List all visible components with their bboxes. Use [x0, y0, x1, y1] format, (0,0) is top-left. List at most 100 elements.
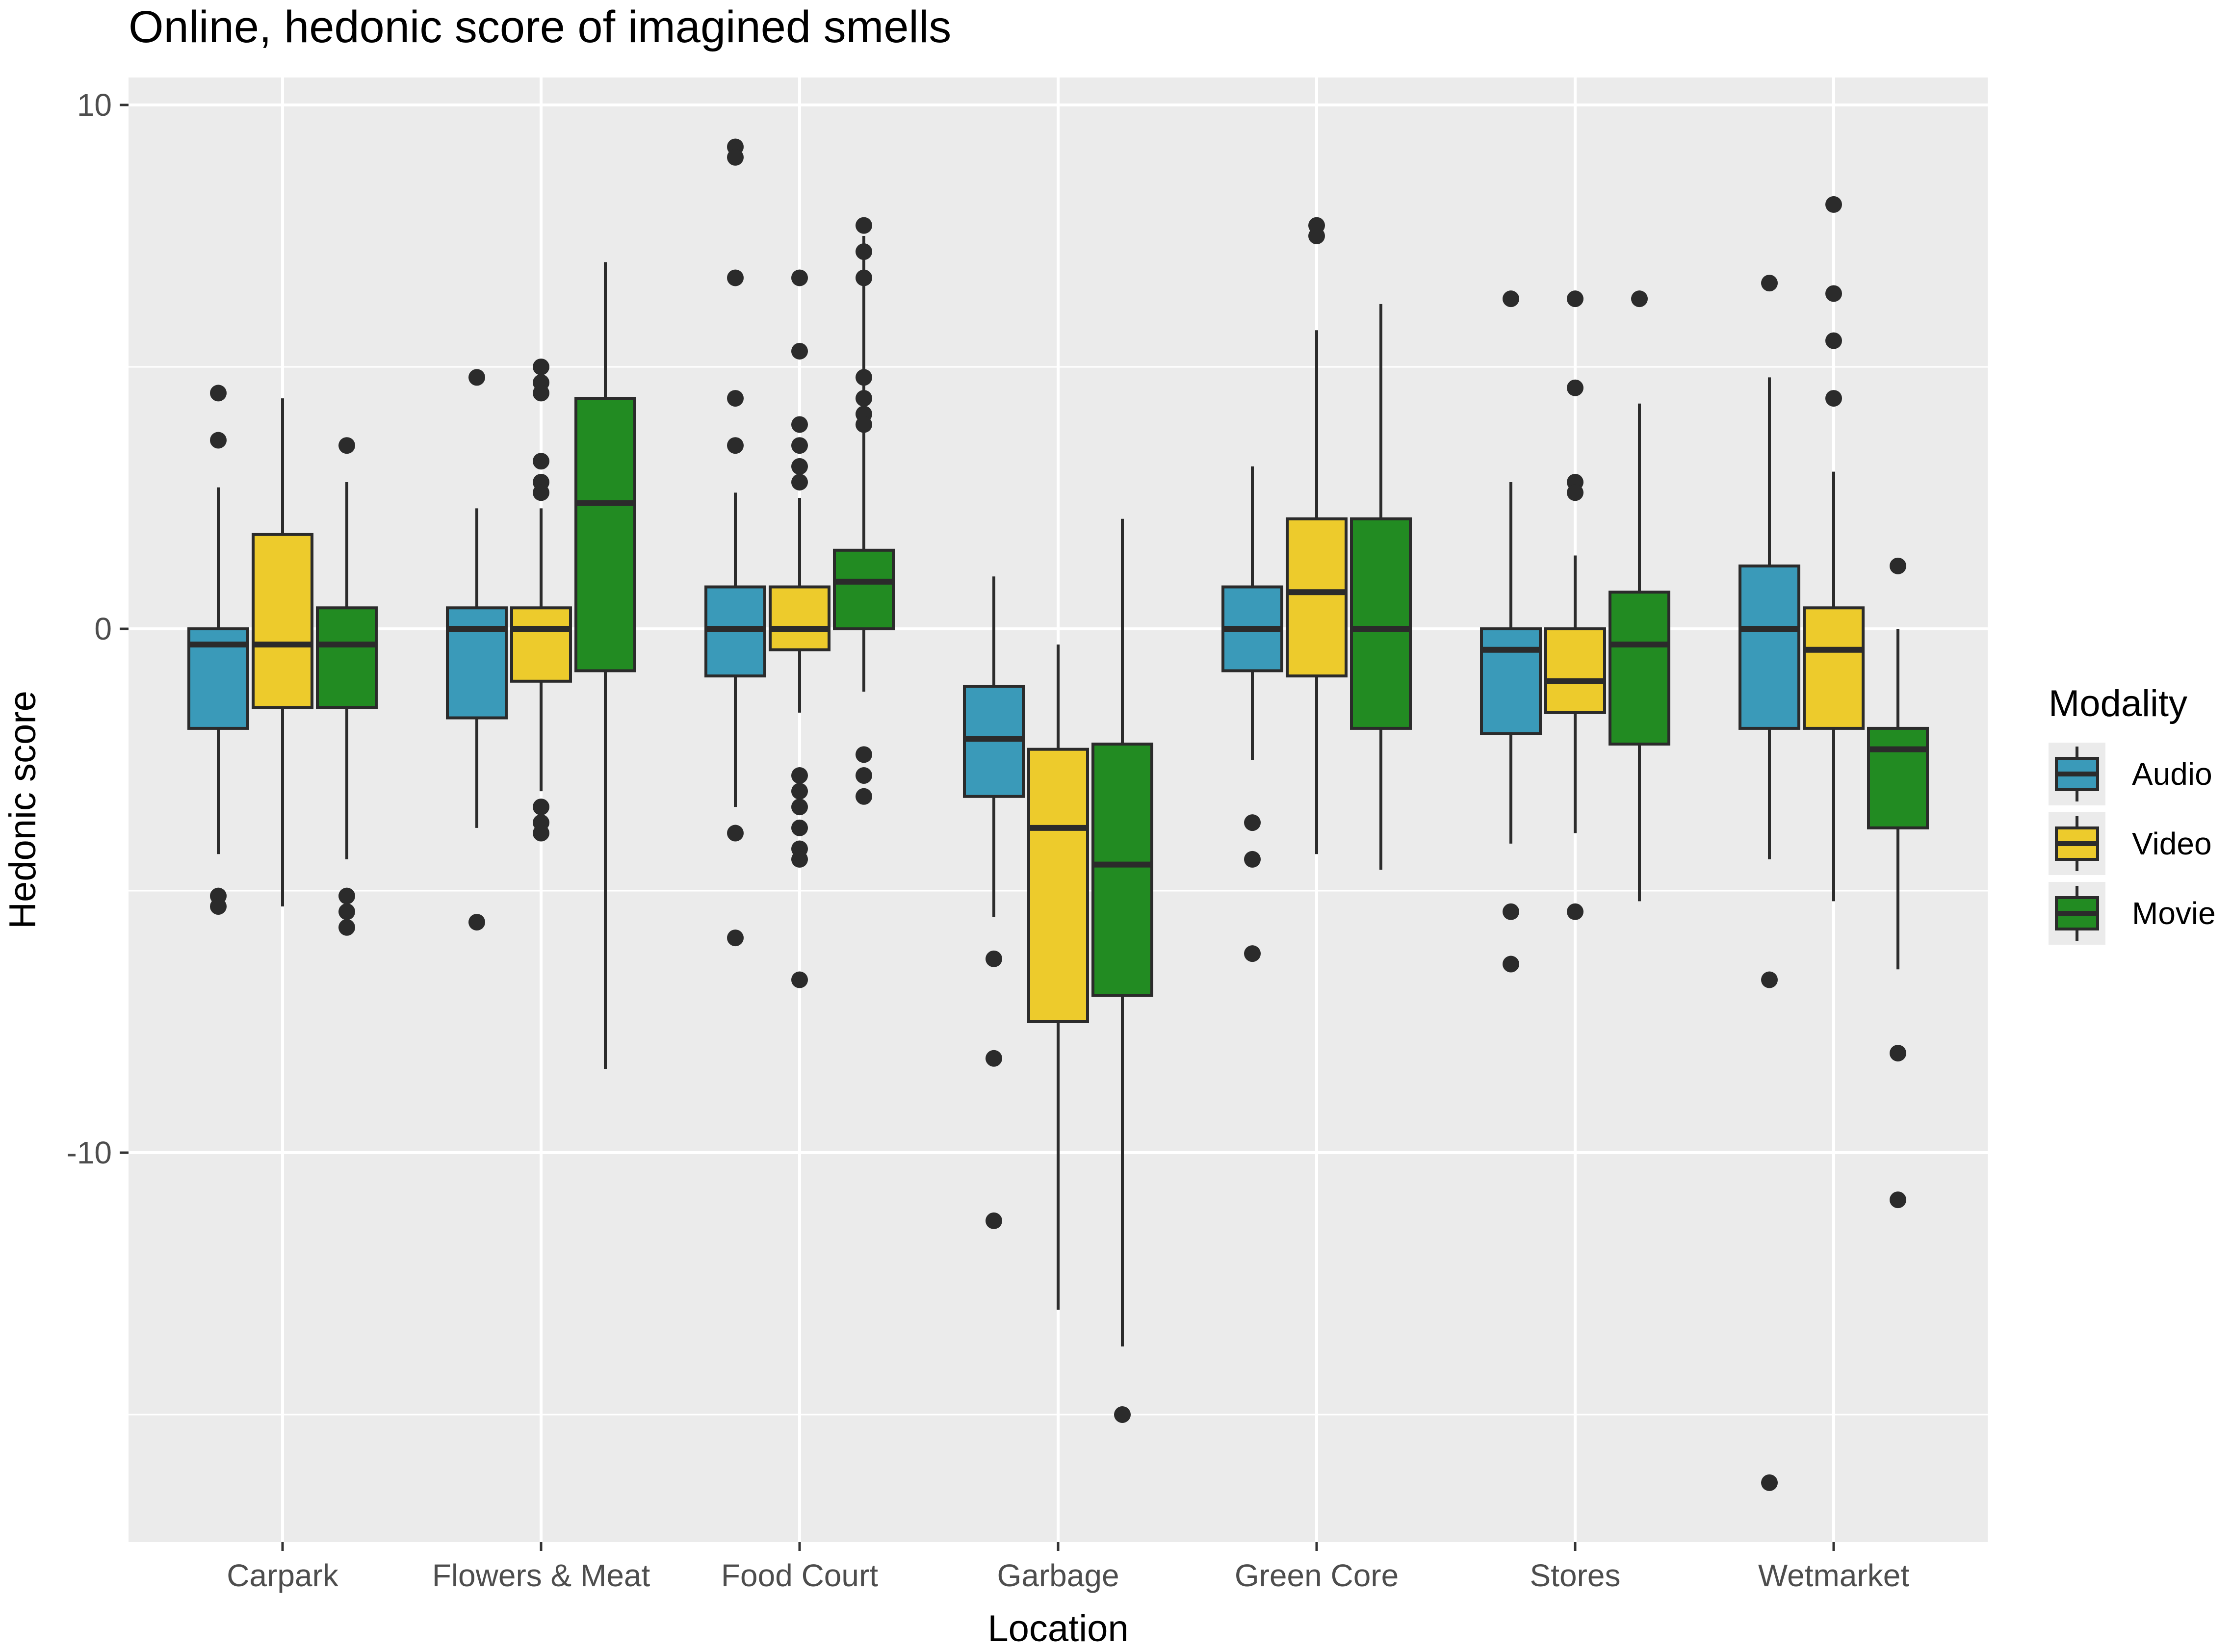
outlier-point	[856, 746, 872, 763]
outlier-point	[856, 788, 872, 805]
outlier-point	[791, 971, 808, 988]
outlier-point	[727, 269, 744, 286]
x-tick-label: Stores	[1530, 1558, 1621, 1593]
outlier-point	[1890, 1045, 1906, 1062]
outlier-point	[1825, 196, 1842, 213]
outlier-point	[791, 342, 808, 360]
box-video-garbage	[1027, 645, 1089, 1310]
box-audio-carpark	[187, 385, 249, 915]
legend-label: Movie	[2132, 896, 2216, 931]
box-movie-food-court	[833, 217, 895, 805]
outlier-point	[986, 1212, 1002, 1229]
outlier-point	[856, 217, 872, 234]
outlier-point	[1825, 285, 1842, 302]
legend-label: Video	[2132, 826, 2212, 861]
outlier-point	[1244, 851, 1261, 868]
outlier-point	[1244, 814, 1261, 831]
box-iqr	[1286, 517, 1348, 678]
outlier-point	[468, 914, 485, 931]
legend-entry-video: Video	[2049, 812, 2212, 875]
outlier-point	[727, 825, 744, 842]
outlier-point	[791, 473, 808, 490]
box-movie-green-core	[1350, 304, 1412, 870]
box-audio-food-court	[704, 138, 766, 947]
outlier-point	[1244, 945, 1261, 962]
box-video-food-court	[769, 269, 831, 988]
outlier-point	[1631, 290, 1648, 308]
outlier-point	[856, 767, 872, 784]
chart-title: Online, hedonic score of imagined smells	[129, 2, 951, 52]
outlier-point	[727, 149, 744, 166]
outlier-point	[791, 269, 808, 286]
box-movie-stores	[1609, 290, 1670, 902]
box-audio-stores	[1480, 290, 1542, 973]
outlier-point	[791, 767, 808, 784]
outlier-point	[727, 390, 744, 407]
legend-title: Modality	[2049, 683, 2187, 724]
outlier-point	[727, 437, 744, 454]
box-video-green-core	[1286, 217, 1348, 854]
box-iqr	[252, 533, 313, 709]
box-iqr	[1867, 726, 1929, 829]
x-tick-label: Green Core	[1235, 1558, 1399, 1593]
x-tick-label: Food Court	[721, 1558, 878, 1593]
box-movie-carpark	[316, 437, 378, 936]
outlier-point	[1567, 484, 1583, 501]
outlier-point	[1890, 557, 1906, 574]
x-tick-label: Garbage	[997, 1558, 1119, 1593]
x-axis: Carpark Flowers & Meat Food Court Garbage Gr…	[227, 1542, 1909, 1593]
outlier-point	[1761, 971, 1778, 988]
outlier-point	[210, 385, 227, 402]
y-axis-title: Hedonic score	[2, 691, 44, 929]
x-axis-title: Location	[987, 1608, 1128, 1650]
y-tick-label: -10	[67, 1135, 112, 1170]
legend-entry-movie: Movie	[2049, 882, 2216, 945]
y-tick-label: 10	[77, 87, 112, 123]
x-tick-label: Flowers & Meat	[432, 1558, 650, 1593]
outlier-point	[210, 432, 227, 449]
outlier-point	[1114, 1406, 1131, 1423]
outlier-point	[791, 819, 808, 836]
box-iqr	[316, 606, 378, 709]
box-movie-garbage	[1091, 518, 1153, 1423]
outlier-point	[856, 416, 872, 433]
x-tick-label: Wetmarket	[1758, 1558, 1909, 1593]
outlier-point	[791, 799, 808, 816]
outlier-point	[856, 390, 872, 407]
box-iqr	[833, 548, 895, 631]
legend-entry-audio: Audio	[2049, 743, 2212, 805]
box-movie-wetmarket	[1867, 557, 1929, 1209]
outlier-point	[533, 453, 549, 470]
outlier-point	[1761, 1474, 1778, 1491]
outlier-point	[533, 799, 549, 816]
outlier-point	[1503, 903, 1519, 920]
outlier-point	[791, 416, 808, 433]
outlier-point	[1308, 228, 1325, 244]
outlier-point	[1825, 390, 1842, 407]
legend: Modality Audio Video Movie	[2049, 683, 2216, 945]
y-axis: 10 0 -10	[67, 87, 129, 1170]
box-groups	[187, 138, 1929, 1491]
outlier-point	[791, 783, 808, 800]
box-video-wetmarket	[1803, 196, 1865, 902]
box-iqr	[1803, 606, 1865, 730]
box-audio-green-core	[1221, 466, 1283, 962]
box-iqr	[1027, 748, 1089, 1023]
outlier-point	[791, 458, 808, 475]
box-iqr	[1350, 517, 1412, 730]
outlier-point	[1567, 903, 1583, 920]
outlier-point	[533, 385, 549, 402]
outlier-point	[338, 903, 355, 920]
box-iqr	[1091, 742, 1153, 997]
box-iqr	[769, 585, 831, 651]
box-movie-flowers-meat	[574, 262, 636, 1069]
box-iqr	[1544, 627, 1606, 714]
box-iqr	[1480, 627, 1542, 735]
outlier-point	[791, 851, 808, 868]
outlier-point	[1503, 955, 1519, 973]
outlier-point	[1567, 290, 1583, 308]
y-tick-label: 0	[94, 611, 112, 646]
outlier-point	[1761, 275, 1778, 292]
outlier-point	[533, 484, 549, 501]
